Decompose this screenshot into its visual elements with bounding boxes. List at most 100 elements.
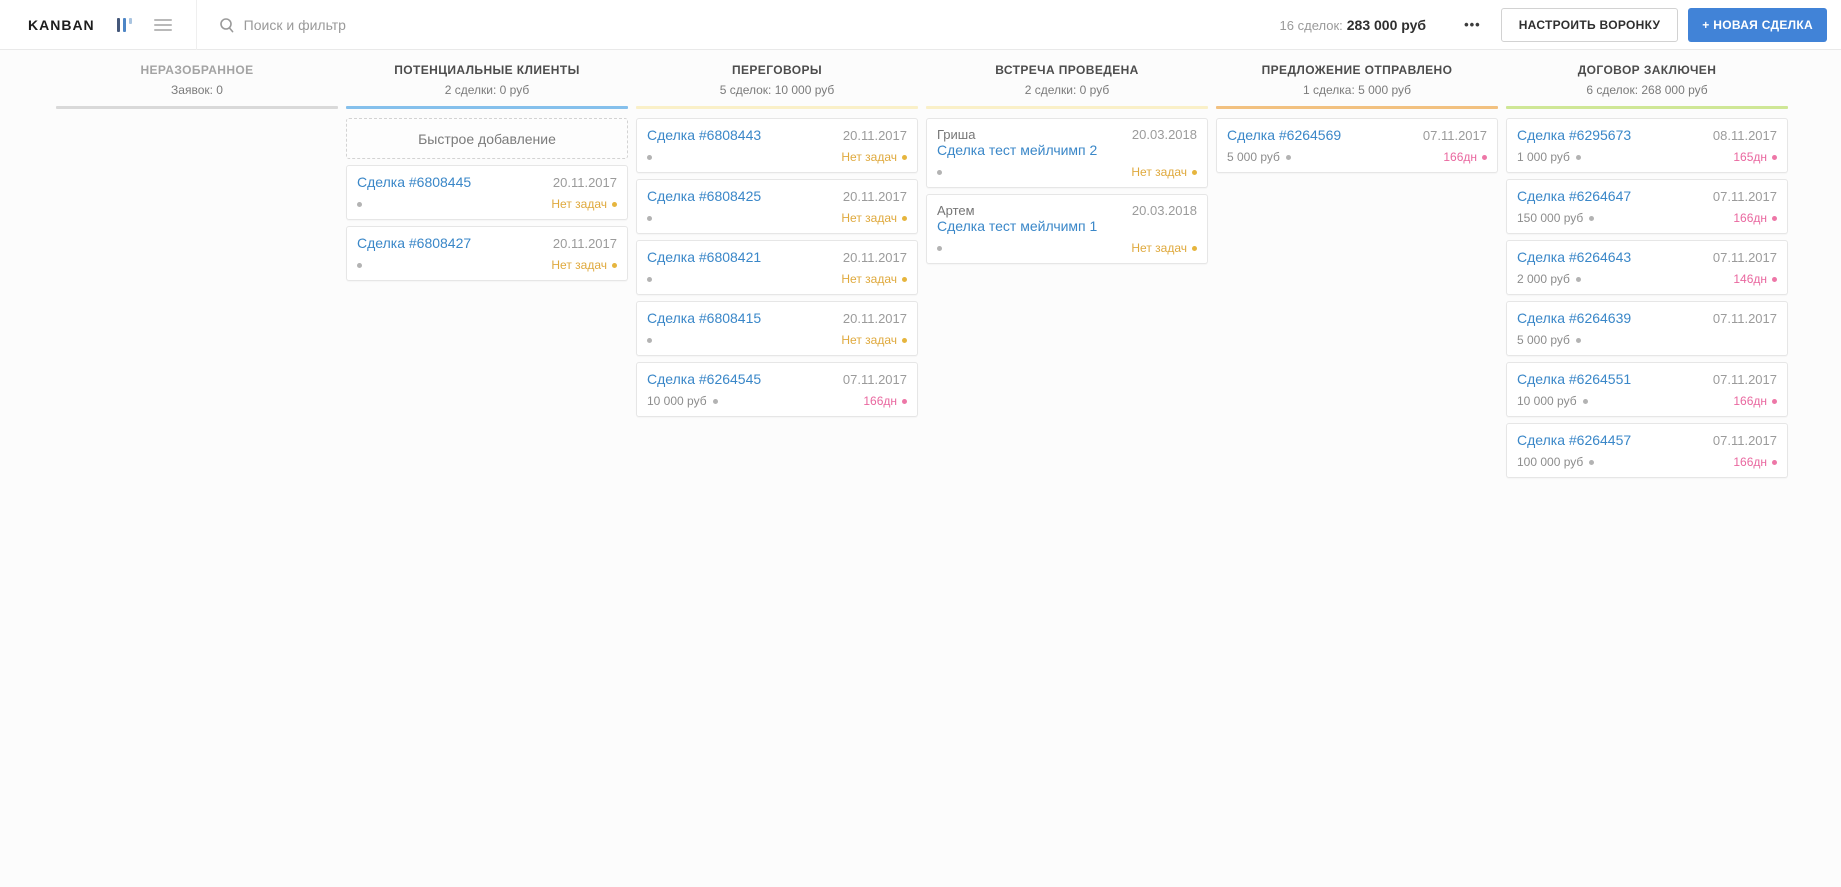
deal-card-top-row: Сделка #6295673 08.11.2017 [1517,127,1777,144]
deal-task-badge[interactable]: 146дн [1733,272,1777,286]
deal-card[interactable]: Сделка #6264551 07.11.2017 10 000 руб 166дн [1506,362,1788,417]
kanban-board: НЕРАЗОБРАННОЕ Заявок: 0 ПОТЕНЦИАЛЬНЫЕ КЛИЕ… [0,50,1841,478]
deal-task-label: 165дн [1733,150,1767,164]
deal-task-badge[interactable]: 166дн [1733,394,1777,408]
column-title: ПОТЕНЦИАЛЬНЫЕ КЛИЕНТЫ [394,63,580,77]
task-dot-icon [1192,245,1197,251]
deal-date: 20.11.2017 [842,250,907,265]
kanban-bars-icon [116,17,132,32]
quick-add-button[interactable]: Быстрое добавление [346,118,628,159]
deal-card-top-row: Сделка #6808443 20.11.2017 [647,127,907,144]
deal-budget-group: 150 000 руб [1517,211,1595,225]
pipeline-column: ПРЕДЛОЖЕНИЕ ОТПРАВЛЕНО 1 сделка: 5 000 ру… [1216,63,1498,173]
deal-card[interactable]: Артем 20.03.2018 Сделка тест мейлчимп 1 Нет… [926,194,1208,264]
deal-title-link[interactable]: Сделка тест мейлчимп 1 [937,218,1098,234]
deal-card[interactable]: Сделка #6808415 20.11.2017 Нет задач [636,301,918,356]
deal-title-link[interactable]: Сделка #6264569 [1227,127,1342,143]
deal-title-link[interactable]: Сделка #6264457 [1517,432,1632,448]
menu-icon[interactable] [153,18,172,31]
deal-card[interactable]: Сделка #6808427 20.11.2017 Нет задач [346,226,628,281]
note-dot-icon [1589,215,1595,221]
setup-pipeline-button[interactable]: НАСТРОИТЬ ВОРОНКУ [1500,7,1679,42]
deal-task-badge[interactable]: Нет задач [1131,241,1197,255]
deal-card-bottom-row: 100 000 руб 166дн [1517,455,1777,469]
deal-title-link[interactable]: Сделка #6264647 [1517,188,1632,204]
deal-task-label: Нет задач [1131,241,1187,255]
deal-card-top-row: Сделка #6264639 07.11.2017 [1517,310,1777,327]
deal-budget-group [357,262,362,268]
deal-task-badge[interactable]: Нет задач [841,150,907,164]
column-title: ПРЕДЛОЖЕНИЕ ОТПРАВЛЕНО [1261,63,1453,77]
deal-card[interactable]: Сделка #6264647 07.11.2017 150 000 руб 166д… [1506,179,1788,234]
deal-card[interactable]: Сделка #6808425 20.11.2017 Нет задач [636,179,918,234]
deal-task-badge[interactable]: Нет задач [1131,165,1197,179]
column-color-bar [1216,106,1498,109]
deal-task-badge[interactable]: Нет задач [841,333,907,347]
deal-card[interactable]: Сделка #6264457 07.11.2017 100 000 руб 166д… [1506,423,1788,478]
new-deal-button[interactable]: + НОВАЯ СДЕЛКА [1688,7,1827,42]
deal-title-link[interactable]: Сделка #6264545 [647,371,762,387]
deal-task-label: 166дн [1733,211,1767,225]
note-dot-icon [1582,398,1588,404]
deal-title-link[interactable]: Сделка тест мейлчимп 2 [937,142,1098,158]
deal-date: 07.11.2017 [1712,250,1777,265]
deal-task-badge[interactable]: Нет задач [841,211,907,225]
deal-budget-group [647,337,652,343]
more-menu-icon[interactable]: ••• [1464,16,1481,32]
deal-task-badge[interactable]: Нет задач [841,272,907,286]
deal-budget-group: 10 000 руб [647,394,718,408]
deal-card-top-row: Гриша 20.03.2018 [937,127,1197,142]
deal-task-badge[interactable]: 166дн [1733,455,1777,469]
deal-task-badge[interactable]: Нет задач [551,258,617,272]
deal-card[interactable]: Сделка #6808421 20.11.2017 Нет задач [636,240,918,295]
deal-title-link[interactable]: Сделка #6264551 [1517,371,1632,387]
deal-card[interactable]: Сделка #6264545 07.11.2017 10 000 руб 166дн [636,362,918,417]
deal-title-link[interactable]: Сделка #6808421 [647,249,762,265]
deal-card-bottom-row: 5 000 руб 166дн [1227,150,1487,164]
deal-task-badge[interactable]: 166дн [863,394,907,408]
note-dot-icon [647,337,652,343]
deal-card-title-row: Сделка тест мейлчимп 2 [937,142,1197,159]
deal-date: 08.11.2017 [1712,128,1777,143]
deal-card-top-row: Сделка #6808425 20.11.2017 [647,188,907,205]
deal-card-bottom-row: 1 000 руб 165дн [1517,150,1777,164]
deal-title-link[interactable]: Сделка #6264639 [1517,310,1632,326]
note-dot-icon [1285,154,1291,160]
search-icon [219,17,235,33]
deal-card-top-row: Сделка #6808445 20.11.2017 [357,174,617,191]
deal-title-link[interactable]: Сделка #6808427 [357,235,472,251]
search-input[interactable] [243,16,664,33]
column-title: НЕРАЗОБРАННОЕ [140,63,254,77]
deal-card[interactable]: Сделка #6264639 07.11.2017 5 000 руб [1506,301,1788,356]
deal-title-link[interactable]: Сделка #6264643 [1517,249,1632,265]
column-title: ВСТРЕЧА ПРОВЕДЕНА [995,63,1139,77]
deal-card-top-row: Сделка #6808415 20.11.2017 [647,310,907,327]
kanban-view-icon[interactable] [116,17,132,32]
task-dot-icon [1482,154,1487,160]
deal-budget-group: 5 000 руб [1227,150,1291,164]
deal-card[interactable]: Сделка #6808445 20.11.2017 Нет задач [346,165,628,220]
task-dot-icon [1772,215,1777,221]
deal-task-badge[interactable]: 165дн [1733,150,1777,164]
deal-card[interactable]: Сделка #6264643 07.11.2017 2 000 руб 146дн [1506,240,1788,295]
note-dot-icon [937,169,942,175]
deal-task-badge[interactable]: 166дн [1733,211,1777,225]
deal-title-link[interactable]: Сделка #6808445 [357,174,472,190]
deal-task-badge[interactable]: 166дн [1443,150,1487,164]
deal-card[interactable]: Сделка #6264569 07.11.2017 5 000 руб 166дн [1216,118,1498,173]
deal-task-badge[interactable]: Нет задач [551,197,617,211]
deal-date: 07.11.2017 [1712,433,1777,448]
deals-summary: 16 сделок: 283 000 руб [1280,17,1427,33]
deal-title-link[interactable]: Сделка #6808425 [647,188,762,204]
deal-budget-group: 2 000 руб [1517,272,1581,286]
deal-card[interactable]: Гриша 20.03.2018 Сделка тест мейлчимп 2 Нет… [926,118,1208,188]
deal-title-link[interactable]: Сделка #6808443 [647,127,762,143]
deal-title-link[interactable]: Сделка #6808415 [647,310,762,326]
deal-card[interactable]: Сделка #6295673 08.11.2017 1 000 руб 165дн [1506,118,1788,173]
deal-budget-group [357,201,362,207]
deal-card[interactable]: Сделка #6808443 20.11.2017 Нет задач [636,118,918,173]
deal-title-link[interactable]: Сделка #6295673 [1517,127,1632,143]
note-dot-icon [357,201,362,207]
deal-task-label: Нет задач [1131,165,1187,179]
column-cards: Сделка #6264569 07.11.2017 5 000 руб 166дн [1216,118,1498,173]
